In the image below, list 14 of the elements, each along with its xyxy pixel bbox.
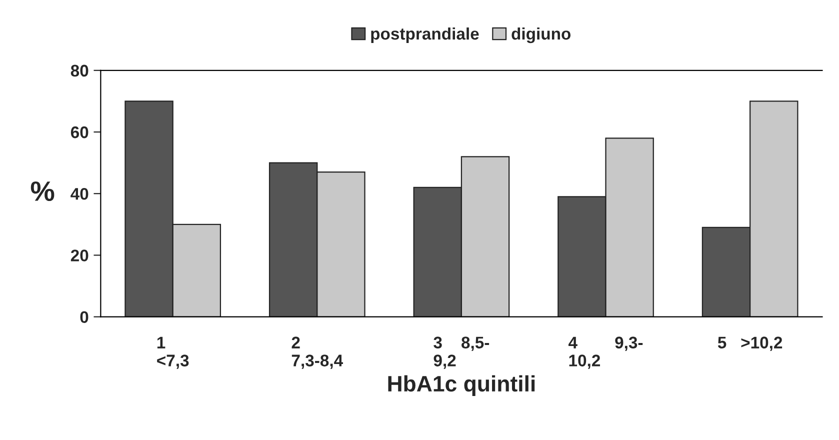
y-tick-label: 40: [70, 188, 88, 200]
y-tick-label: 80: [70, 64, 88, 77]
x-tick-label: 5 >10,2: [718, 336, 782, 351]
x-tick-label: 4 9,3- 10,2: [568, 336, 643, 369]
y-tick-label: 60: [70, 126, 88, 138]
x-axis-title: HbA1c quintili: [388, 375, 535, 396]
x-tick-label: 3 8,5- 9,2: [434, 336, 490, 369]
legend-label: postprandiale: [371, 27, 479, 44]
x-tick-label: 2 7,3-8,4: [292, 336, 343, 369]
legend-label: digiuno: [512, 27, 571, 44]
y-tick-label: 0: [80, 311, 88, 324]
x-tick-label: 1 <7,3: [157, 336, 189, 369]
y-tick-label: 20: [70, 250, 88, 262]
y-axis-title: %: [30, 181, 54, 201]
